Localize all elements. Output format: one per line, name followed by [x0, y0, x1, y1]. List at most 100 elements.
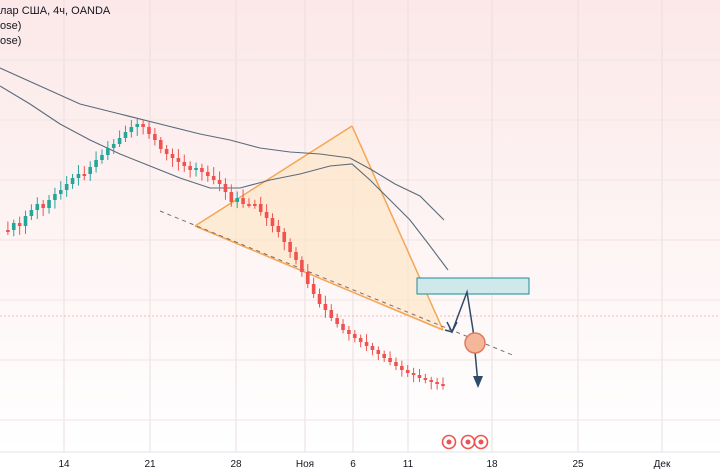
candle-body-12 [70, 178, 75, 184]
candle-body-19 [111, 144, 116, 148]
candle-body-22 [129, 127, 134, 132]
candle-body-45 [264, 212, 269, 218]
candle-body-74 [435, 382, 439, 384]
x-axis-strip [0, 452, 720, 475]
x-tick-label-0: 14 [58, 459, 70, 470]
candle-body-58 [341, 324, 345, 330]
triangle-right [351, 125, 444, 331]
candle-body-48 [282, 232, 287, 242]
candle-body-39 [229, 192, 234, 202]
candle-body-51 [300, 260, 304, 272]
candle-body-71 [417, 375, 422, 378]
candle-body-25 [147, 127, 151, 134]
candle-body-56 [329, 310, 334, 318]
candle-body-23 [135, 124, 140, 127]
candle-body-70 [411, 373, 416, 375]
candle-body-55 [323, 304, 328, 310]
event-marker-dot-0 [446, 439, 452, 445]
candle-body-7 [41, 204, 45, 208]
candle-body-52 [305, 272, 310, 284]
candle-body-16 [94, 160, 98, 167]
arrow-head-down [473, 376, 483, 388]
candle-body-65 [382, 354, 386, 358]
x-tick-label-3: Ноя [296, 459, 314, 470]
candle-body-66 [388, 358, 392, 362]
candle-body-2 [11, 223, 16, 230]
x-tick-label-6: 18 [486, 459, 498, 470]
candle-body-9 [53, 194, 57, 200]
x-tick-label-8: Дек [654, 459, 671, 470]
candle-body-40 [235, 198, 239, 202]
candle-body-64 [376, 350, 381, 354]
x-tick-label-4: 6 [350, 459, 356, 470]
candle-body-28 [164, 149, 169, 154]
candle-body-33 [194, 168, 198, 170]
candle-body-1 [6, 230, 10, 232]
candle-body-42 [247, 204, 251, 206]
candle-body-14 [82, 174, 87, 176]
candle-body-21 [123, 132, 128, 138]
candle-body-41 [241, 198, 245, 204]
indicator-label-2[interactable]: ose) [0, 35, 22, 47]
candle-body-34 [200, 168, 204, 172]
candle-body-53 [311, 284, 316, 294]
triangle-bottom [194, 225, 444, 331]
event-marker-dot-1 [465, 439, 471, 445]
candle-body-54 [317, 294, 322, 304]
candle-body-27 [158, 140, 163, 149]
candle-body-35 [206, 172, 210, 176]
candle-body-5 [29, 210, 34, 216]
candle-body-67 [394, 362, 398, 366]
candle-body-43 [253, 204, 257, 206]
candle-body-44 [258, 204, 263, 212]
candle-body-69 [405, 370, 410, 373]
triangle-pattern [195, 126, 443, 330]
candle-body-50 [294, 252, 298, 260]
legend: лар США, 4ч, OANDA ose) ose) [0, 4, 110, 49]
event-marker-dot-2 [478, 439, 484, 445]
symbol-title[interactable]: лар США, 4ч, OANDA [0, 5, 111, 17]
candle-body-30 [176, 158, 181, 162]
candle-body-72 [423, 378, 428, 380]
candle-body-68 [400, 366, 404, 370]
candle-body-15 [88, 167, 92, 174]
candle-body-24 [141, 124, 145, 127]
candle-body-10 [59, 190, 63, 194]
candle-body-8 [47, 200, 51, 208]
candle-body-18 [106, 148, 110, 155]
candle-body-73 [429, 380, 434, 382]
ma-slow-line [0, 67, 445, 221]
candle-body-11 [64, 184, 69, 190]
candle-body-49 [288, 242, 292, 252]
arrow-head-small [446, 321, 458, 334]
x-tick-label-1: 21 [144, 459, 156, 470]
candle-body-59 [347, 330, 351, 334]
candle-body-6 [35, 204, 40, 210]
ma-fast-line [0, 85, 449, 271]
candle-body-4 [23, 216, 28, 226]
candle-body-32 [188, 166, 192, 170]
supply-zone [416, 277, 530, 295]
candle-body-29 [170, 154, 175, 158]
candle-body-36 [211, 176, 216, 180]
triangle-upper-left [194, 125, 353, 227]
candle-body-75 [441, 384, 445, 386]
candle-body-37 [217, 180, 222, 184]
candle-body-26 [153, 134, 157, 140]
candle-body-3 [17, 223, 22, 226]
candle-body-62 [364, 342, 369, 346]
x-tick-label-7: 25 [572, 459, 584, 470]
candle-body-57 [335, 318, 339, 324]
candle-body-13 [76, 174, 81, 178]
candle-body-38 [223, 184, 228, 192]
candle-body-60 [353, 334, 357, 338]
indicator-label-1[interactable]: ose) [0, 20, 22, 32]
candle-body-31 [182, 162, 187, 166]
candle-body-20 [117, 138, 122, 144]
candle-body-17 [100, 155, 104, 160]
x-tick-label-2: 28 [230, 459, 242, 470]
target-circle [464, 332, 486, 354]
candle-body-63 [370, 346, 375, 350]
